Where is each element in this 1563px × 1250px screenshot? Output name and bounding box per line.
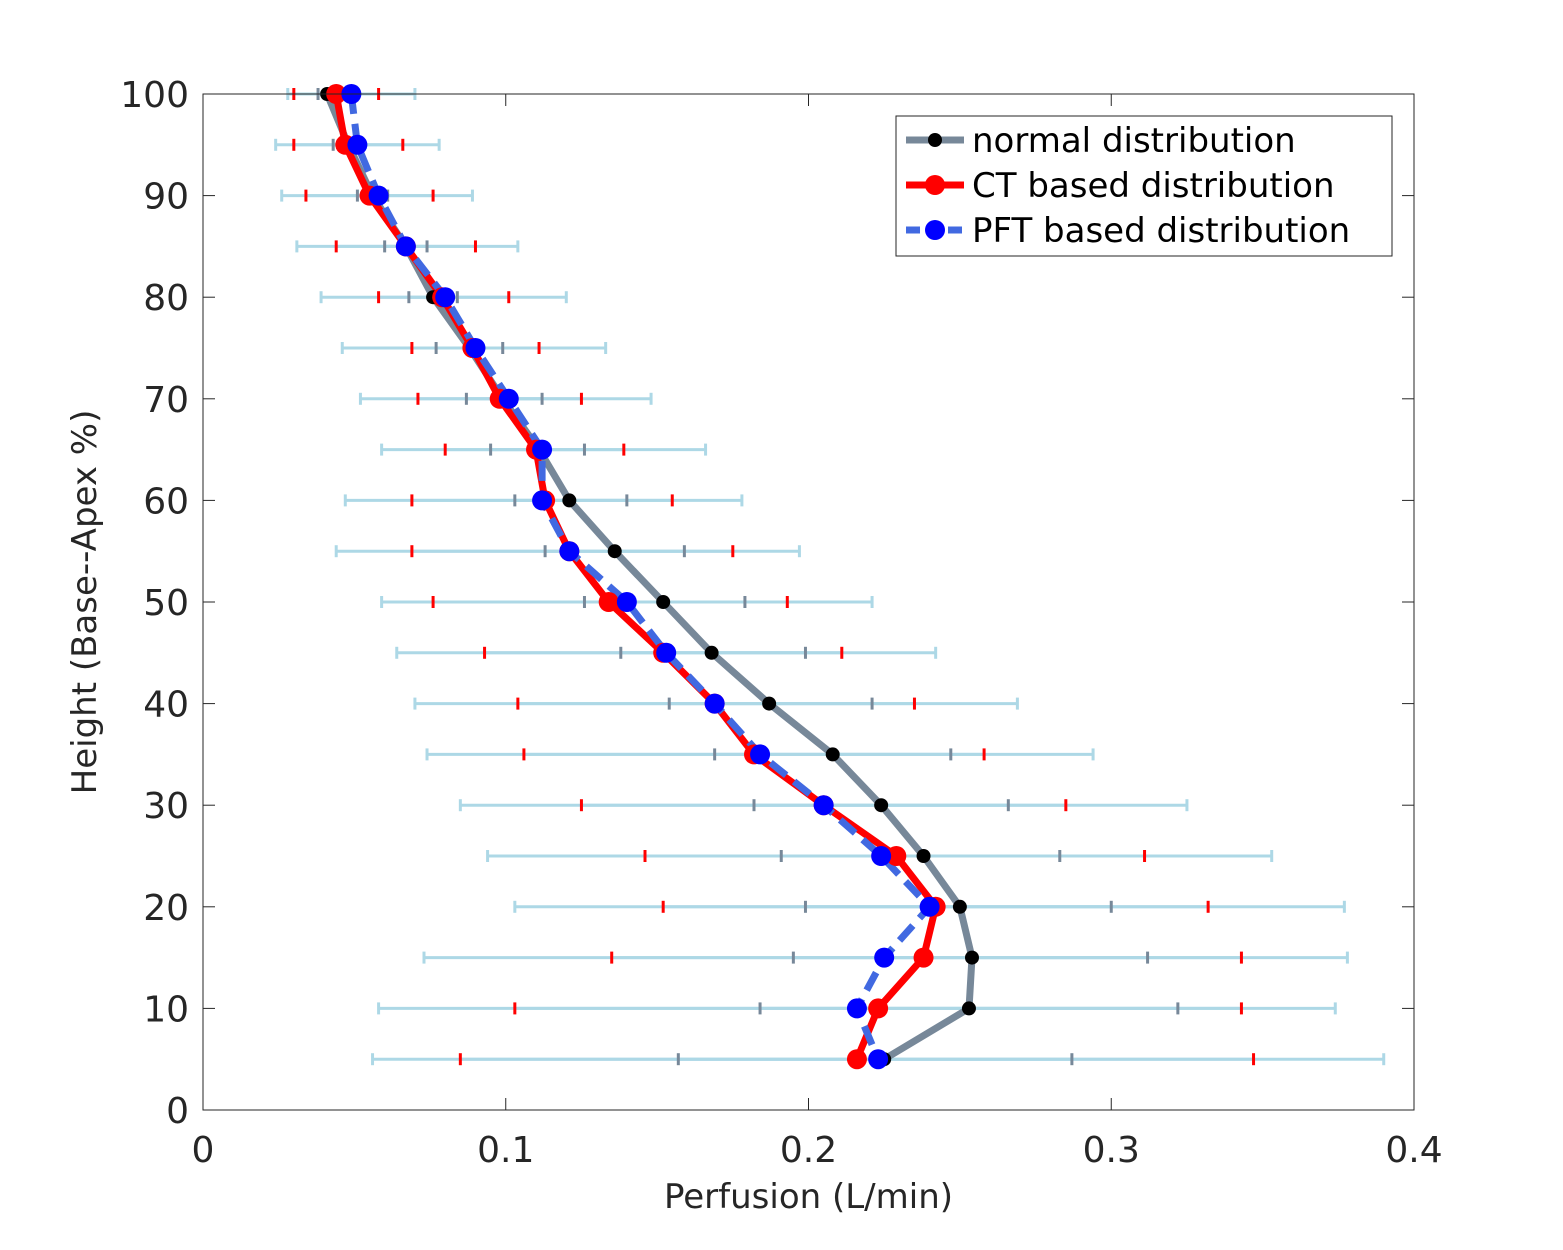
- data-point: [874, 947, 895, 968]
- data-point: [607, 544, 622, 559]
- data-point: [532, 439, 553, 460]
- data-point: [846, 1049, 867, 1070]
- y-tick-label: 90: [143, 177, 189, 218]
- data-point: [368, 185, 389, 206]
- data-point: [532, 490, 553, 511]
- data-point: [874, 798, 889, 813]
- data-point: [916, 849, 931, 863]
- y-tick-label: 100: [120, 75, 189, 116]
- data-point: [813, 795, 834, 816]
- data-point: [913, 947, 934, 968]
- legend-entry-label: CT based distribution: [972, 166, 1335, 206]
- data-point: [395, 236, 416, 257]
- x-axis-ticks: 0 0.1 0.2 0.3 0.4: [192, 94, 1443, 1171]
- data-point: [825, 747, 840, 762]
- data-point: [435, 287, 456, 308]
- legend-swatch-marker: [925, 220, 945, 240]
- data-point: [656, 595, 671, 609]
- legend-swatch-marker: [928, 133, 942, 147]
- y-tick-label: 30: [143, 786, 189, 827]
- x-tick-label: 0: [192, 1130, 215, 1171]
- x-tick-label: 0.2: [780, 1130, 837, 1171]
- data-point: [952, 899, 967, 914]
- data-point: [886, 846, 907, 866]
- y-tick-label: 50: [143, 583, 189, 624]
- data-point: [750, 744, 771, 765]
- data-point: [762, 696, 777, 711]
- data-point: [559, 541, 580, 562]
- data-point: [846, 998, 867, 1019]
- y-tick-label: 10: [143, 989, 189, 1030]
- y-tick-label: 80: [143, 278, 189, 319]
- markers-layer: [320, 84, 979, 1070]
- data-point: [868, 998, 889, 1019]
- y-tick-label: 70: [143, 380, 189, 421]
- series-line-2: [347, 93, 934, 1061]
- legend-box: [895, 115, 1393, 257]
- data-point: [961, 1001, 976, 1016]
- legend-entry-label: normal distribution: [972, 121, 1296, 161]
- data-point: [868, 1049, 889, 1070]
- x-tick-label: 0.4: [1385, 1130, 1442, 1171]
- data-point: [465, 338, 486, 358]
- data-point: [704, 645, 719, 660]
- data-point: [704, 693, 725, 714]
- y-tick-label: 60: [143, 481, 189, 522]
- x-axis-label: Perfusion (L/min): [664, 1177, 953, 1217]
- data-point: [616, 592, 637, 612]
- data-point: [562, 493, 577, 508]
- data-point: [919, 896, 940, 917]
- y-tick-label: 0: [166, 1091, 189, 1132]
- x-tick-label: 0.1: [477, 1130, 534, 1171]
- data-point: [347, 134, 368, 155]
- legend: normal distribution CT based distribution…: [895, 115, 1393, 257]
- data-point: [871, 846, 892, 866]
- legend-swatch-marker: [925, 175, 945, 195]
- y-axis-ticks: 0 10 20 30 40 50 60 70 80 90 100: [120, 75, 1414, 1132]
- y-axis-label: Height (Base--Apex %): [65, 410, 105, 795]
- data-point: [498, 388, 519, 409]
- y-tick-label: 20: [143, 888, 189, 929]
- data-point: [598, 592, 619, 612]
- data-point: [964, 950, 979, 965]
- y-tick-label: 40: [143, 685, 189, 726]
- legend-entry-label: PFT based distribution: [972, 211, 1350, 251]
- data-point: [656, 642, 677, 663]
- x-tick-label: 0.3: [1083, 1130, 1140, 1171]
